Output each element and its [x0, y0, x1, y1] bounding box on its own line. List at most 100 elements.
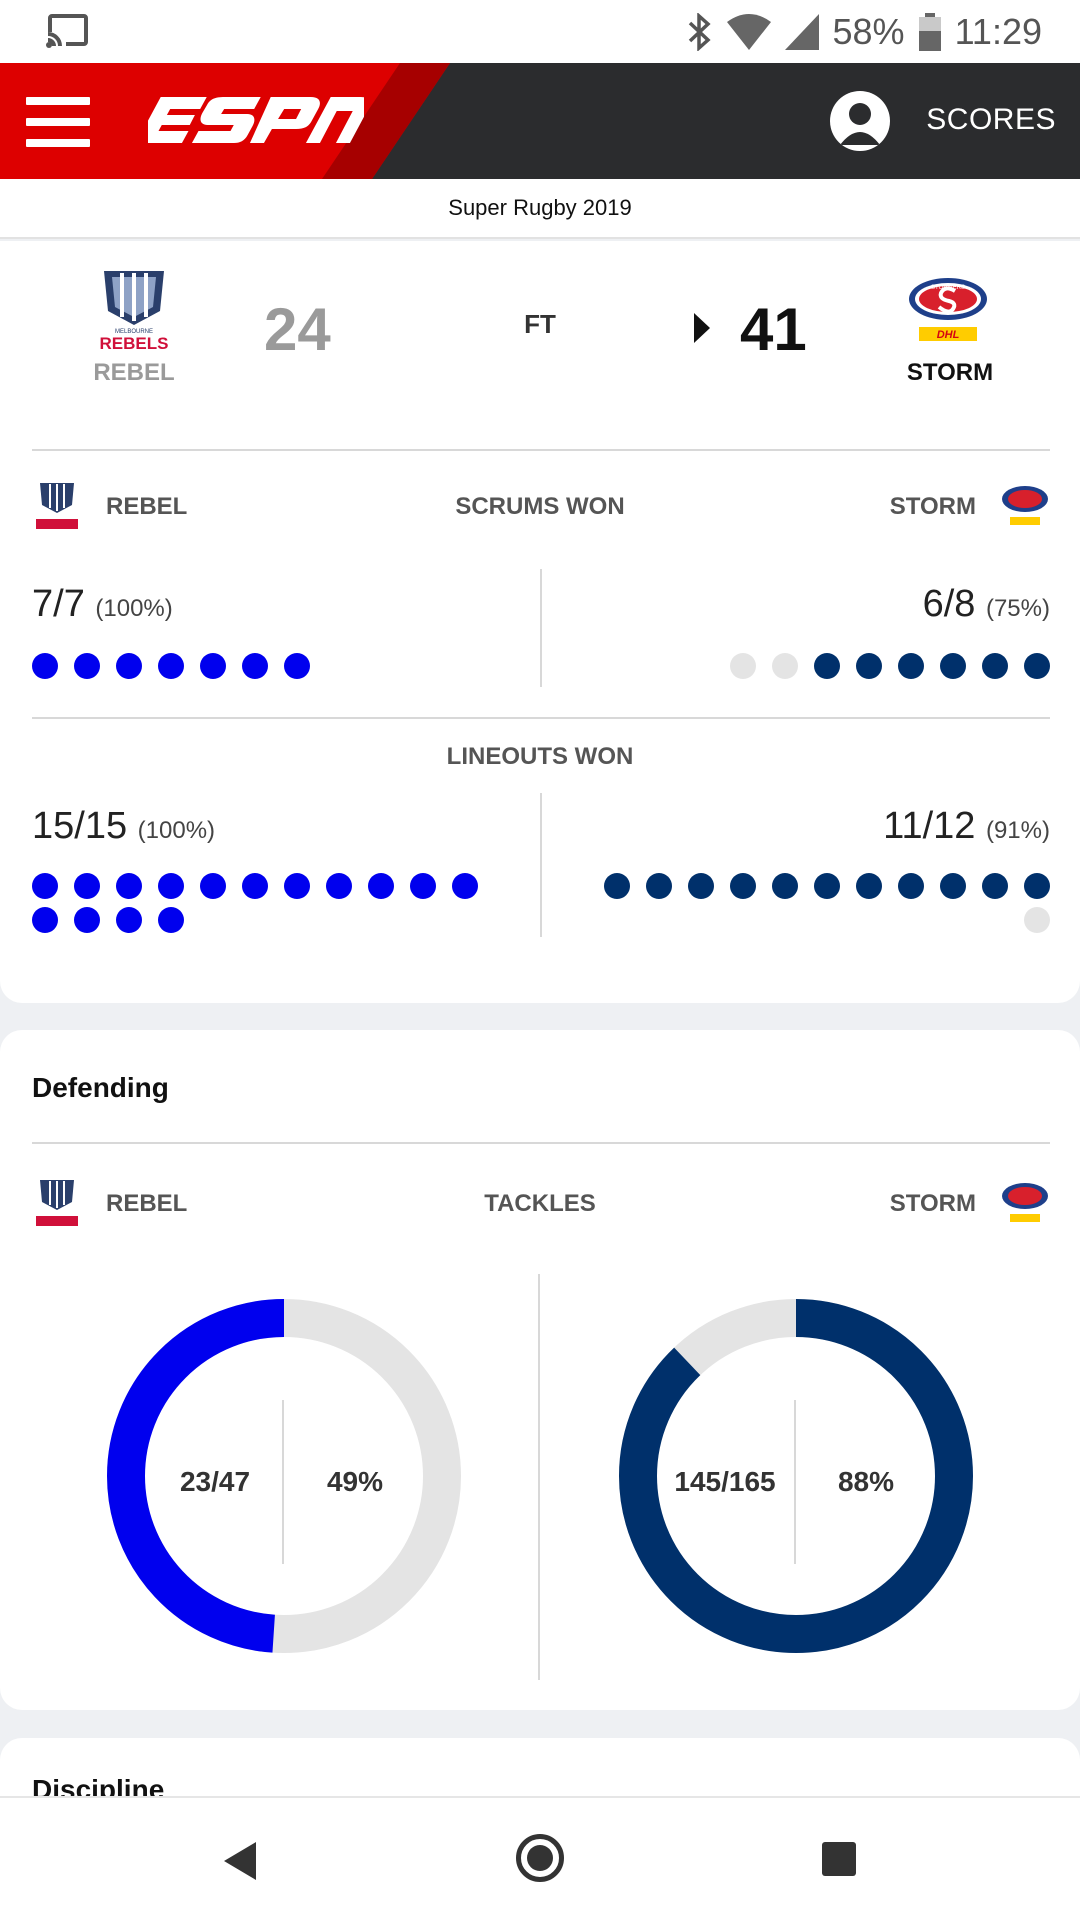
- stat-dot: [158, 907, 184, 933]
- defending-card: Defending REBEL TACKLES STORM 23/47 49% …: [0, 1030, 1080, 1710]
- stat-dot: [326, 873, 352, 899]
- stat-dot: [410, 873, 436, 899]
- stat-dot: [116, 907, 142, 933]
- home-scrums-value: 7/7 (100%): [32, 583, 173, 625]
- stat-dot: [730, 873, 756, 899]
- stat-dot: [116, 653, 142, 679]
- stat-dot: [284, 873, 310, 899]
- set-piece-card: REBEL SCRUMS WON STORM 7/7 (100%) 6/8 (7…: [0, 447, 1080, 1003]
- home-team-label: REBEL: [106, 493, 188, 520]
- stat-dot: [452, 873, 478, 899]
- away-scrums-value: 6/8 (75%): [922, 583, 1050, 625]
- battery-icon: [918, 13, 941, 51]
- clock: 11:29: [954, 11, 1042, 52]
- away-tackles-pct: 88%: [837, 1466, 895, 1497]
- stat-dot: [32, 653, 58, 679]
- system-nav-bar: [0, 1796, 1080, 1920]
- stat-dot: [74, 873, 100, 899]
- away-score: 41: [740, 296, 807, 363]
- stat-dot: [1024, 873, 1050, 899]
- stat-dot: [158, 653, 184, 679]
- away-tackles-value: 145/165: [674, 1466, 776, 1497]
- bluetooth-icon: [688, 13, 711, 51]
- stat-dot: [982, 653, 1008, 679]
- stormers-crest-icon: STORMERS DHL: [909, 278, 987, 341]
- stat-dot: [200, 653, 226, 679]
- recents-icon[interactable]: [822, 1842, 856, 1876]
- rebels-crest-icon: [36, 483, 78, 529]
- stat-dot: [32, 907, 58, 933]
- home-tackles-value: 23/47: [179, 1466, 251, 1497]
- stat-dot: [242, 873, 268, 899]
- stat-dot: [242, 653, 268, 679]
- away-team-name: STORM: [906, 359, 994, 386]
- stat-dot: [284, 653, 310, 679]
- svg-text:MELBOURNE: MELBOURNE: [115, 329, 153, 335]
- svg-text:REBELS: REBELS: [100, 334, 169, 351]
- stat-label: TACKLES: [484, 1190, 596, 1217]
- stat-dot: [856, 873, 882, 899]
- stat-dot: [940, 873, 966, 899]
- stat-dot: [116, 873, 142, 899]
- stat-dot: [32, 873, 58, 899]
- donut-arc: [107, 1299, 461, 1653]
- home-tackles-donut: [107, 1299, 461, 1653]
- stat-dot: [200, 873, 226, 899]
- scoreboard[interactable]: MELBOURNE REBELS REBEL 24 FT 41 STORMERS…: [0, 241, 1080, 447]
- stat-dot: [856, 653, 882, 679]
- rebels-crest-icon: MELBOURNE REBELS: [100, 271, 169, 351]
- stat-dot: [982, 873, 1008, 899]
- stat-dot: [1024, 653, 1050, 679]
- stat-dot: [772, 653, 798, 679]
- stat-dot: [898, 653, 924, 679]
- back-icon[interactable]: [224, 1842, 256, 1880]
- home-icon[interactable]: [516, 1834, 564, 1882]
- section-title: Defending: [32, 1072, 169, 1103]
- stat-dot: [688, 873, 714, 899]
- signal-icon: [784, 14, 819, 50]
- stat-dot: [814, 873, 840, 899]
- stat-dot: [74, 907, 100, 933]
- stat-dot: [604, 873, 630, 899]
- stormers-crest-icon: [1002, 1183, 1048, 1222]
- home-tackles-pct: 49%: [326, 1466, 384, 1497]
- home-lineouts-value: 15/15 (100%): [32, 805, 216, 847]
- stat-dot: [814, 653, 840, 679]
- away-lineouts-value: 11/12 (91%): [883, 805, 1050, 847]
- away-team-label: STORM: [889, 1190, 976, 1217]
- competition-title: Super Rugby 2019: [0, 179, 1080, 239]
- lineouts-header: LINEOUTS WON: [0, 725, 1080, 785]
- cast-icon: [46, 14, 88, 48]
- rebels-crest-icon: [36, 1180, 78, 1226]
- stat-dot: [940, 653, 966, 679]
- stat-dot: [898, 873, 924, 899]
- stat-dot: [74, 653, 100, 679]
- home-team-label: REBEL: [106, 1190, 188, 1217]
- donut-arc: [619, 1299, 973, 1653]
- app-header: SCORES: [0, 63, 1080, 179]
- status-bar: 58% 11:29: [0, 0, 1080, 63]
- tackles-header: REBEL TACKLES STORM: [0, 1172, 1080, 1232]
- account-icon[interactable]: [830, 91, 890, 151]
- stat-dot: [158, 873, 184, 899]
- battery-percent: 58%: [832, 11, 905, 52]
- stat-dot: [730, 653, 756, 679]
- espn-logo[interactable]: [148, 91, 364, 153]
- home-team-name: REBEL: [93, 359, 175, 386]
- away-tackles-donut: [619, 1299, 973, 1653]
- scores-link[interactable]: SCORES: [926, 103, 1056, 136]
- svg-text:DHL: DHL: [937, 329, 960, 341]
- scrums-header: REBEL SCRUMS WON STORM: [0, 475, 1080, 535]
- stat-dot: [646, 873, 672, 899]
- stat-label: LINEOUTS WON: [446, 743, 634, 770]
- stat-dot: [1024, 907, 1050, 933]
- wifi-icon: [726, 14, 771, 50]
- away-team-label: STORM: [889, 493, 976, 520]
- stat-dot: [368, 873, 394, 899]
- winner-arrow-icon: [694, 313, 710, 343]
- match-status: FT: [524, 309, 556, 339]
- stat-label: SCRUMS WON: [455, 493, 625, 520]
- stat-dot: [772, 873, 798, 899]
- home-score: 24: [264, 296, 331, 363]
- hamburger-menu-icon[interactable]: [26, 97, 90, 147]
